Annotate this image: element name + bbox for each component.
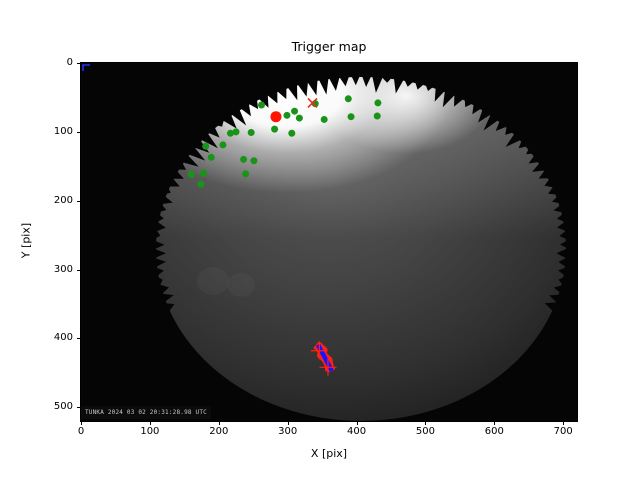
trigger-dots bbox=[219, 141, 227, 149]
y-tick-mark bbox=[77, 200, 81, 202]
trigger-dots bbox=[291, 107, 299, 115]
trigger-dots bbox=[347, 113, 355, 121]
faint-ghost-2 bbox=[227, 273, 255, 297]
trigger-dots bbox=[226, 129, 234, 137]
y-tick-label: 300 bbox=[53, 263, 73, 275]
x-tick-mark bbox=[563, 421, 565, 425]
trigger-dots bbox=[257, 101, 265, 109]
trigger-dots bbox=[283, 111, 291, 119]
x-tick-mark bbox=[494, 421, 496, 425]
y-tick-mark bbox=[77, 269, 81, 271]
scatter-markers bbox=[187, 95, 382, 376]
trigger-dots bbox=[202, 142, 210, 150]
plot-title: Trigger map bbox=[291, 39, 367, 54]
x-tick-mark bbox=[287, 421, 289, 425]
x-tick-label: 600 bbox=[484, 426, 504, 437]
y-tick-mark bbox=[77, 338, 81, 340]
trigger-dots bbox=[247, 129, 255, 137]
trigger-dots bbox=[320, 115, 328, 123]
horizon-glow-side bbox=[318, 77, 494, 154]
timestamp-overlay: TUNKA 2024 03 02 20:31:28.98 UTC bbox=[81, 406, 211, 419]
trigger-dots bbox=[197, 180, 205, 188]
trigger-dots bbox=[187, 171, 195, 179]
y-tick-label: 500 bbox=[53, 401, 73, 413]
trigger-dots bbox=[295, 114, 303, 122]
y-tick-label: 400 bbox=[53, 332, 73, 344]
y-tick-label: 200 bbox=[53, 194, 73, 206]
x-tick-mark bbox=[356, 421, 358, 425]
x-marker bbox=[307, 97, 318, 109]
trigger-dots bbox=[374, 99, 382, 107]
y-tick-mark bbox=[77, 407, 81, 409]
trigger-dots bbox=[232, 128, 240, 136]
x-tick-label: 700 bbox=[553, 426, 573, 437]
trigger-dots bbox=[242, 170, 250, 178]
x-tick-mark bbox=[218, 421, 220, 425]
track-crosses bbox=[319, 358, 337, 376]
cluster-dot bbox=[270, 111, 282, 123]
trigger-dots bbox=[250, 157, 258, 165]
corner-mark bbox=[82, 64, 90, 71]
y-tick-label: 100 bbox=[53, 125, 73, 137]
y-tick-mark bbox=[77, 63, 81, 64]
trigger-dots bbox=[240, 155, 248, 163]
x-tick-label: 200 bbox=[209, 426, 229, 437]
y-axis-label: Y [pix] bbox=[19, 222, 33, 259]
x-tick-label: 400 bbox=[347, 426, 367, 437]
x-tick-label: 0 bbox=[77, 426, 85, 437]
x-tick-mark bbox=[425, 421, 427, 425]
faint-ghost-1 bbox=[197, 267, 229, 295]
y-tick-label: 0 bbox=[66, 57, 73, 68]
treeline-silhouette bbox=[81, 63, 577, 421]
trigger-dots bbox=[373, 112, 381, 120]
x-axis-label: X [pix] bbox=[310, 447, 348, 460]
x-tick-label: 500 bbox=[415, 426, 435, 437]
x-tick-mark bbox=[149, 421, 151, 425]
x-tick-label: 300 bbox=[278, 426, 298, 437]
sky-image bbox=[81, 63, 577, 421]
plot-area: TUNKA 2024 03 02 20:31:28.98 UTC bbox=[80, 62, 578, 422]
y-tick-mark bbox=[77, 131, 81, 133]
x-tick-label: 100 bbox=[140, 426, 160, 437]
trigger-dots bbox=[344, 95, 352, 103]
trigger-dots bbox=[200, 169, 208, 177]
x-tick-mark bbox=[81, 421, 82, 425]
trigger-dots bbox=[288, 129, 296, 137]
trigger-dots bbox=[207, 153, 215, 161]
trigger-dots bbox=[271, 125, 279, 133]
track-crosses bbox=[310, 342, 328, 360]
